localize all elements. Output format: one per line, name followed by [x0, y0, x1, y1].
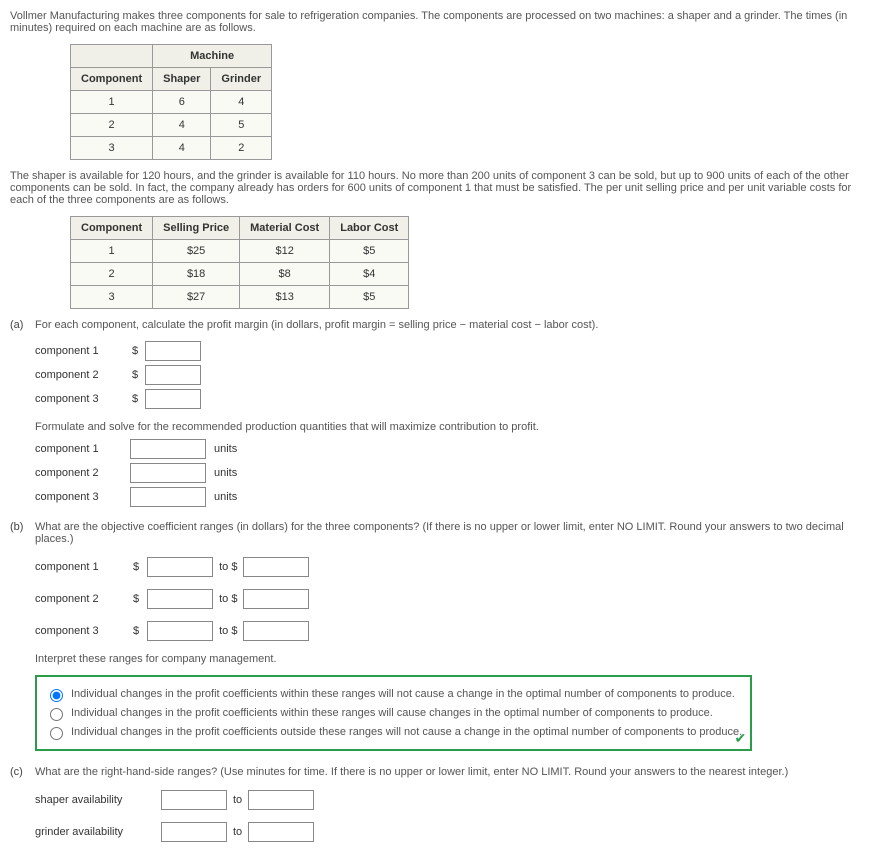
table-row: 1 $25 $12 $5 — [71, 240, 409, 263]
part-b-question: What are the objective coefficient range… — [35, 521, 876, 545]
table-row: 2 $18 $8 $4 — [71, 263, 409, 286]
quantity-2-input[interactable] — [130, 463, 206, 483]
shaper-header: Shaper — [153, 68, 211, 91]
interpret-prompt: Interpret these ranges for company manag… — [35, 653, 876, 665]
interpret-option-1-radio[interactable] — [50, 689, 63, 702]
machine-header: Machine — [153, 45, 272, 68]
part-a: (a) For each component, calculate the pr… — [10, 319, 876, 511]
units-label: units — [214, 467, 237, 479]
range-1-high-input[interactable] — [243, 557, 309, 577]
table-row: 3 $27 $13 $5 — [71, 286, 409, 309]
component-3-label: component 3 — [35, 393, 125, 405]
dollar-sign: $ — [132, 369, 138, 381]
part-c-label: (c) — [10, 766, 35, 854]
to-label: to — [233, 794, 242, 806]
interpret-choices-box: Individual changes in the profit coeffic… — [35, 675, 752, 751]
cost-table: Component Selling Price Material Cost La… — [70, 216, 409, 309]
range-1-low-input[interactable] — [147, 557, 213, 577]
shaper-availability-label: shaper availability — [35, 794, 155, 806]
part-a-question-2: Formulate and solve for the recommended … — [35, 421, 876, 433]
grinder-low-input[interactable] — [161, 822, 227, 842]
to-label: to $ — [219, 593, 237, 605]
profit-margin-2-input[interactable] — [145, 365, 201, 385]
table-row: 2 4 5 — [71, 114, 272, 137]
part-b-label: (b) — [10, 521, 35, 756]
part-a-label: (a) — [10, 319, 35, 511]
shaper-low-input[interactable] — [161, 790, 227, 810]
grinder-header: Grinder — [211, 68, 272, 91]
narrative-1: The shaper is available for 120 hours, a… — [10, 170, 876, 206]
blank-header — [71, 45, 153, 68]
component-3-label: component 3 — [35, 491, 125, 503]
component-2-label: component 2 — [35, 593, 125, 605]
part-c: (c) What are the right-hand-side ranges?… — [10, 766, 876, 854]
quantity-3-input[interactable] — [130, 487, 206, 507]
dollar-sign: $ — [132, 393, 138, 405]
component-3-label: component 3 — [35, 625, 125, 637]
part-c-question: What are the right-hand-side ranges? (Us… — [35, 766, 876, 778]
material-cost-header: Material Cost — [240, 217, 330, 240]
profit-margin-3-input[interactable] — [145, 389, 201, 409]
units-label: units — [214, 443, 237, 455]
dollar-sign: $ — [133, 593, 139, 605]
check-icon: ✔ — [734, 730, 746, 747]
labor-cost-header: Labor Cost — [330, 217, 409, 240]
part-b: (b) What are the objective coefficient r… — [10, 521, 876, 756]
quantity-1-input[interactable] — [130, 439, 206, 459]
grinder-high-input[interactable] — [248, 822, 314, 842]
dollar-sign: $ — [132, 345, 138, 357]
range-2-high-input[interactable] — [243, 589, 309, 609]
part-a-question-1: For each component, calculate the profit… — [35, 319, 876, 331]
machine-times-table: Machine Component Shaper Grinder 1 6 4 2… — [70, 44, 272, 160]
range-3-high-input[interactable] — [243, 621, 309, 641]
range-2-low-input[interactable] — [147, 589, 213, 609]
table-row: 3 4 2 — [71, 137, 272, 160]
to-label: to $ — [219, 561, 237, 573]
interpret-option-3-text: Individual changes in the profit coeffic… — [71, 726, 742, 738]
dollar-sign: $ — [133, 625, 139, 637]
interpret-option-3-radio[interactable] — [50, 727, 63, 740]
component-2-label: component 2 — [35, 467, 125, 479]
table-row: 1 6 4 — [71, 91, 272, 114]
units-label: units — [214, 491, 237, 503]
component-header: Component — [71, 217, 153, 240]
profit-margin-1-input[interactable] — [145, 341, 201, 361]
component-1-label: component 1 — [35, 443, 125, 455]
interpret-option-1-text: Individual changes in the profit coeffic… — [71, 688, 735, 700]
to-label: to — [233, 826, 242, 838]
selling-price-header: Selling Price — [153, 217, 240, 240]
component-1-label: component 1 — [35, 345, 125, 357]
intro-text: Vollmer Manufacturing makes three compon… — [10, 10, 876, 34]
component-1-label: component 1 — [35, 561, 125, 573]
range-3-low-input[interactable] — [147, 621, 213, 641]
component-2-label: component 2 — [35, 369, 125, 381]
interpret-option-2-text: Individual changes in the profit coeffic… — [71, 707, 713, 719]
to-label: to $ — [219, 625, 237, 637]
dollar-sign: $ — [133, 561, 139, 573]
shaper-high-input[interactable] — [248, 790, 314, 810]
interpret-option-2-radio[interactable] — [50, 708, 63, 721]
grinder-availability-label: grinder availability — [35, 826, 155, 838]
component-header: Component — [71, 68, 153, 91]
